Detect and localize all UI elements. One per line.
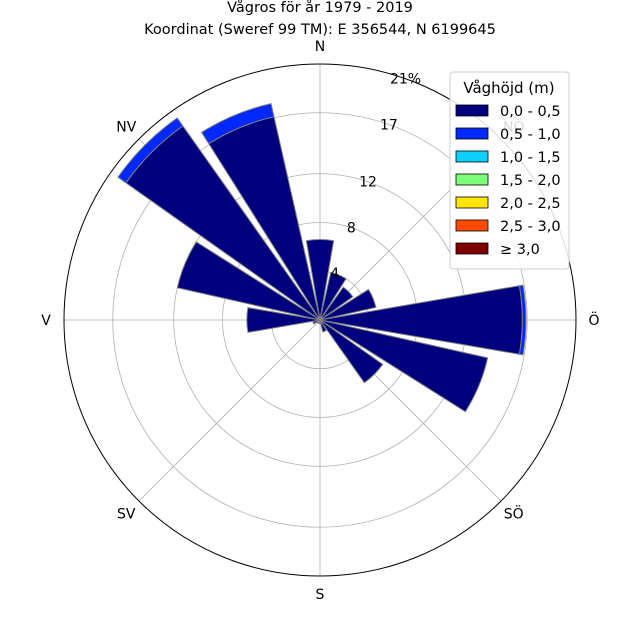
bar-segment bbox=[246, 307, 321, 333]
bar-segment bbox=[319, 319, 384, 384]
legend-label: 1,0 - 1,5 bbox=[500, 150, 561, 166]
chart-subtitle: Koordinat (Sweref 99 TM): E 356544, N 61… bbox=[144, 22, 496, 38]
legend-label: 2,0 - 2,5 bbox=[500, 196, 561, 212]
legend-title: Våghöjd (m) bbox=[463, 79, 554, 97]
bar-segment bbox=[319, 288, 377, 321]
bar-segment bbox=[117, 117, 184, 184]
legend-swatch bbox=[455, 173, 489, 186]
legend-swatch bbox=[455, 127, 489, 140]
bar-segment bbox=[319, 271, 347, 321]
direction-label: N bbox=[315, 39, 325, 55]
direction-label: Ö bbox=[588, 311, 599, 329]
bar-segment bbox=[200, 103, 275, 145]
bar-segment bbox=[305, 239, 335, 321]
radial-tick-label: 8 bbox=[347, 220, 356, 236]
legend-label: ≥ 3,0 bbox=[500, 242, 540, 258]
wave-bars bbox=[117, 103, 527, 413]
legend-frame bbox=[449, 71, 570, 270]
radial-tick-label: 12 bbox=[359, 175, 377, 191]
legend-swatch bbox=[455, 196, 489, 209]
bar-segment bbox=[319, 286, 354, 321]
direction-label: S bbox=[316, 587, 325, 603]
radial-tick-label: 4 bbox=[330, 266, 339, 282]
bar-segment bbox=[319, 319, 328, 333]
legend-label: 1,5 - 2,0 bbox=[500, 173, 561, 189]
legend-swatch bbox=[455, 104, 489, 117]
radial-tick-label: 21% bbox=[390, 71, 421, 87]
bar-segment bbox=[319, 319, 489, 413]
radial-tick-label: 17 bbox=[380, 117, 398, 133]
direction-label: NV bbox=[116, 119, 136, 135]
bar-segment bbox=[518, 284, 527, 356]
legend-label: 2,5 - 3,0 bbox=[500, 219, 561, 235]
direction-label: SÖ bbox=[504, 505, 524, 523]
legend-label: 0,0 - 0,5 bbox=[500, 104, 561, 120]
radial-tick-labels: 4 8 12 17 21% bbox=[330, 71, 421, 282]
grid-spoke bbox=[138, 319, 321, 502]
legend-swatch bbox=[455, 219, 489, 232]
legend: Våghöjd (m) 0,0 - 0,5 0,5 - 1,0 1,0 - 1,5 1… bbox=[449, 71, 570, 270]
direction-label: V bbox=[41, 313, 51, 329]
bar-segment bbox=[176, 241, 321, 321]
legend-items: 0,0 - 0,5 0,5 - 1,0 1,0 - 1,5 1,5 - 2,0 2,0 … bbox=[455, 104, 561, 258]
chart-title: Vågros för år 1979 - 2019 bbox=[227, 0, 413, 16]
legend-label: 0,5 - 1,0 bbox=[500, 127, 561, 143]
outer-circle bbox=[63, 63, 577, 577]
direction-label: SV bbox=[117, 507, 136, 523]
legend-swatch bbox=[455, 150, 489, 163]
legend-swatch bbox=[455, 242, 489, 255]
